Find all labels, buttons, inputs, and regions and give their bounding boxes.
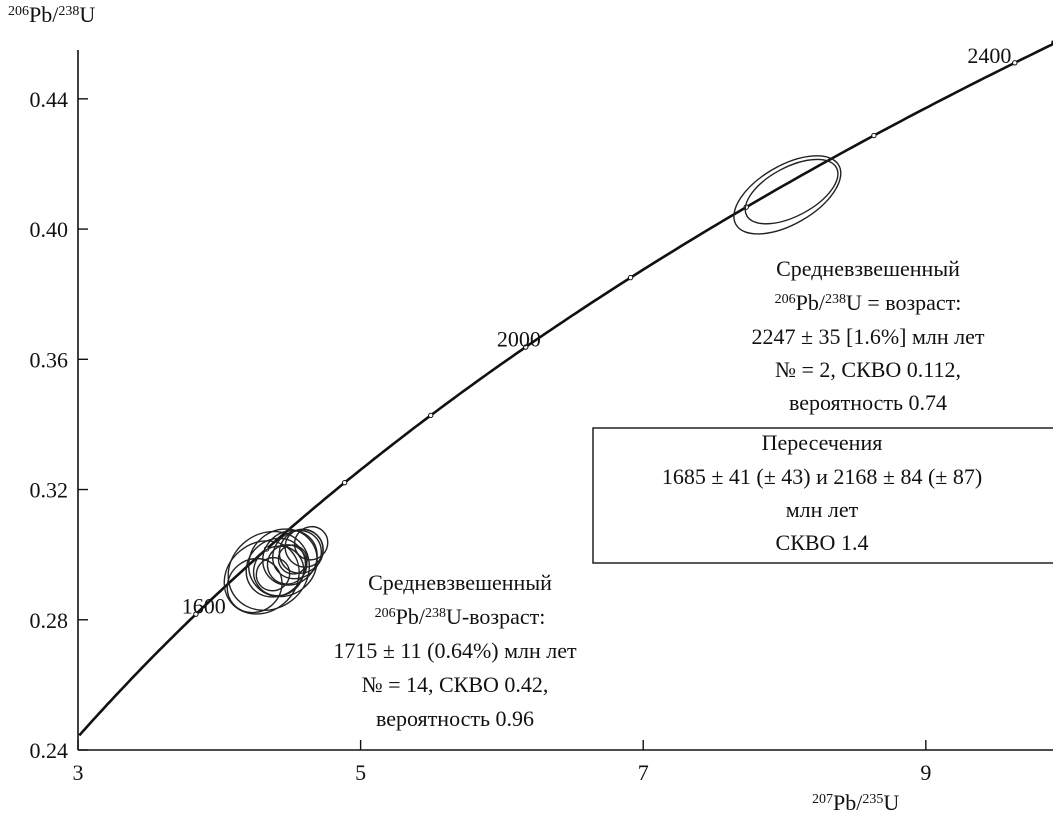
box-line1: Пересечения (762, 430, 883, 455)
lower-anno-line3: 1715 ± 11 (0.64%) млн лет (333, 638, 577, 663)
lower-anno-line5: вероятность 0.96 (376, 706, 534, 731)
age-labels-layer: 1600 2000 2400 (182, 43, 1012, 618)
age-marker (523, 344, 529, 350)
x-tick-label: 9 (920, 760, 931, 785)
error-ellipse (277, 544, 308, 575)
age-marker (871, 132, 877, 139)
concordia-age-label: 2000 (497, 326, 541, 351)
x-tick-label: 7 (638, 760, 649, 785)
age-marker (341, 479, 348, 486)
y-tick-label: 0.44 (30, 87, 69, 112)
upper-anno-line4: № = 2, СКВО 0.112, (775, 357, 961, 382)
concordia-layer (78, 40, 1053, 737)
error-ellipse (223, 540, 300, 615)
x-tick-label: 3 (73, 760, 84, 785)
error-ellipse (255, 556, 291, 592)
y-tick-label: 0.32 (30, 478, 69, 503)
error-ellipse (226, 557, 283, 614)
error-ellipse (262, 530, 318, 586)
ticks-layer: 3 5 7 9 0.24 0.28 0.32 0.36 0.40 0.44 (30, 87, 932, 785)
error-ellipse (733, 155, 842, 235)
box-line2: 1685 ± 41 (± 43) и 2168 ± 84 (± 87) (662, 464, 982, 489)
age-marker (428, 412, 434, 419)
upper-anno-line1: Средневзвешенный (776, 256, 960, 281)
ellipses-layer (223, 155, 842, 615)
age-marker (627, 274, 634, 281)
concordia-age-label: 2400 (967, 43, 1011, 68)
y-tick-label: 0.24 (30, 738, 69, 763)
y-tick-label: 0.40 (30, 217, 69, 242)
concordia-age-label: 1600 (182, 593, 226, 618)
error-ellipse (227, 530, 311, 612)
age-marker (193, 611, 199, 617)
upper-anno-line3: 2247 ± 35 [1.6%] млн лет (751, 324, 984, 349)
upper-anno-line5: вероятность 0.74 (789, 390, 947, 415)
box-line4: СКВО 1.4 (776, 530, 869, 555)
error-ellipse (284, 528, 324, 568)
lower-anno-line2: 206Pb/238U-возраст: (375, 604, 546, 629)
age-marker (1012, 60, 1018, 66)
lower-annotation: Средневзвешенный 206Pb/238U-возраст: 171… (333, 570, 577, 731)
lower-anno-line1: Средневзвешенный (368, 570, 552, 595)
box-line3: млн лет (786, 497, 859, 522)
concordia-curve (78, 40, 1053, 737)
lower-anno-line4: № = 14, СКВО 0.42, (362, 672, 549, 697)
y-tick-label: 0.28 (30, 608, 69, 633)
error-ellipse (266, 544, 308, 585)
intercepts-box: Пересечения 1685 ± 41 (± 43) и 2168 ± 84… (592, 427, 1053, 564)
error-ellipse (293, 525, 329, 561)
x-axis-label: 207Pb/235U (812, 790, 899, 815)
upper-anno-line2: 206Pb/238U = возраст: (775, 290, 962, 315)
x-tick-label: 5 (355, 760, 366, 785)
upper-annotation: Средневзвешенный 206Pb/238U = возраст: 2… (751, 256, 984, 415)
intercepts-box-frame (592, 427, 1053, 564)
y-tick-label: 0.36 (30, 347, 69, 372)
error-ellipse (744, 158, 839, 225)
error-ellipse (272, 529, 323, 580)
error-ellipse (247, 528, 318, 598)
y-axis-label: 206Pb/238U (8, 2, 95, 27)
